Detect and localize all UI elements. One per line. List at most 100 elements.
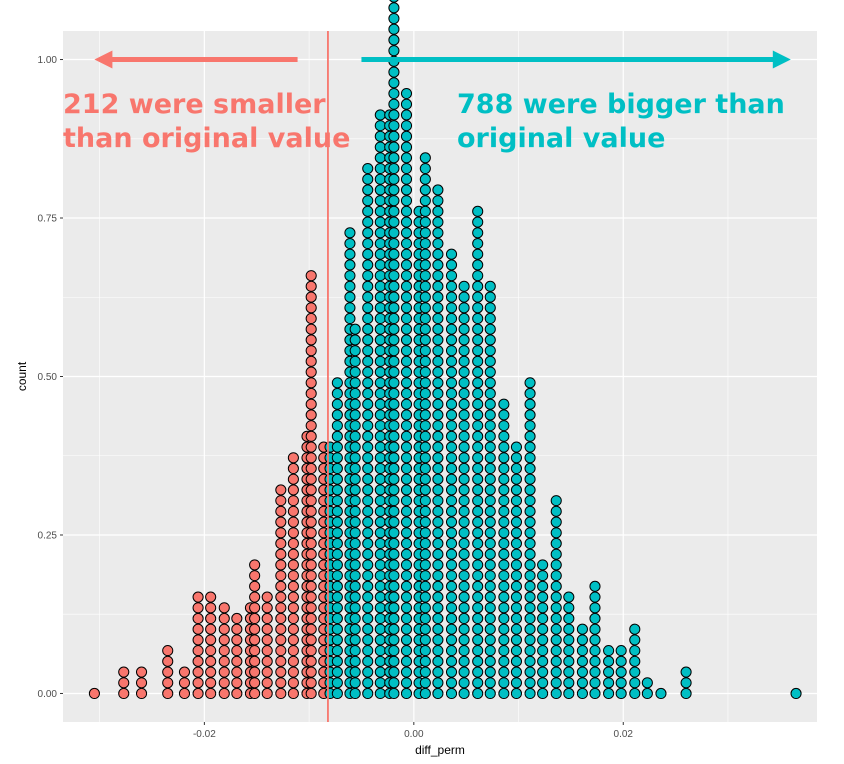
dot — [484, 430, 496, 442]
dot — [249, 602, 261, 614]
dot — [445, 291, 458, 303]
dot — [484, 623, 496, 635]
dot — [550, 666, 562, 678]
dot — [432, 634, 444, 646]
dot — [472, 366, 484, 378]
dot — [445, 655, 458, 667]
dot — [374, 205, 386, 217]
dot — [472, 473, 484, 485]
dot — [510, 655, 523, 667]
dot — [305, 666, 317, 678]
dot — [331, 387, 343, 400]
dot — [419, 291, 431, 303]
dot — [537, 570, 549, 582]
dot — [537, 612, 549, 625]
dot — [445, 537, 458, 550]
dot — [331, 420, 343, 432]
dot — [484, 634, 496, 646]
dot — [589, 602, 601, 614]
dot — [458, 677, 470, 689]
dot — [550, 580, 562, 592]
dot — [374, 623, 386, 635]
dot — [432, 377, 444, 389]
dot — [305, 677, 317, 689]
dot — [400, 184, 413, 196]
dot — [218, 612, 230, 625]
dot — [445, 312, 458, 325]
dot — [400, 484, 413, 496]
dot — [388, 591, 400, 603]
dot — [445, 462, 458, 475]
dot — [472, 570, 484, 582]
dot — [400, 334, 413, 346]
dot — [374, 495, 386, 507]
dot — [162, 655, 174, 667]
dot — [388, 612, 400, 625]
dot — [419, 312, 431, 325]
dot — [589, 634, 601, 646]
dot — [510, 666, 523, 678]
dot — [472, 205, 484, 217]
dot — [287, 495, 299, 507]
dot — [400, 141, 413, 153]
dot — [524, 548, 536, 560]
dot — [374, 162, 386, 175]
dot — [275, 537, 287, 550]
dot — [445, 420, 458, 432]
dot — [261, 687, 273, 700]
dot — [305, 430, 317, 442]
dot — [510, 473, 523, 485]
dot — [550, 591, 562, 603]
dot — [472, 377, 484, 389]
dot — [362, 173, 374, 185]
dot — [484, 527, 496, 539]
dot — [388, 645, 400, 657]
dot — [374, 291, 386, 303]
dot — [192, 602, 204, 614]
dot — [287, 516, 299, 528]
dot — [419, 666, 431, 678]
dot — [388, 602, 400, 614]
dot — [275, 570, 287, 582]
dot — [331, 441, 343, 453]
dot — [388, 527, 400, 539]
dot — [118, 687, 130, 700]
dot — [374, 516, 386, 528]
dot — [419, 420, 431, 432]
dot — [362, 548, 374, 560]
dot — [192, 612, 204, 625]
dot — [305, 323, 317, 335]
dot — [458, 334, 470, 346]
dot — [472, 548, 484, 560]
dot — [192, 645, 204, 657]
dot — [498, 570, 510, 582]
dot — [524, 655, 536, 667]
dot — [400, 409, 413, 421]
dot — [400, 270, 413, 282]
dot — [510, 495, 523, 507]
dot — [458, 462, 470, 475]
dot — [400, 473, 413, 485]
dot — [472, 216, 484, 228]
dot — [510, 570, 523, 582]
dot — [589, 591, 601, 603]
dot — [305, 462, 317, 475]
dot — [400, 559, 413, 571]
dot — [484, 516, 496, 528]
dot — [205, 677, 217, 689]
dot — [305, 548, 317, 560]
dot — [680, 666, 692, 678]
dot — [510, 527, 523, 539]
dot — [484, 473, 496, 485]
dot — [419, 366, 431, 378]
dot — [445, 687, 458, 700]
dot — [576, 655, 588, 667]
dot — [362, 195, 374, 207]
dot — [374, 473, 386, 485]
dot — [374, 570, 386, 582]
dot — [589, 623, 601, 635]
dot — [445, 666, 458, 678]
dot — [374, 430, 386, 442]
dot — [458, 355, 470, 367]
dot — [305, 634, 317, 646]
